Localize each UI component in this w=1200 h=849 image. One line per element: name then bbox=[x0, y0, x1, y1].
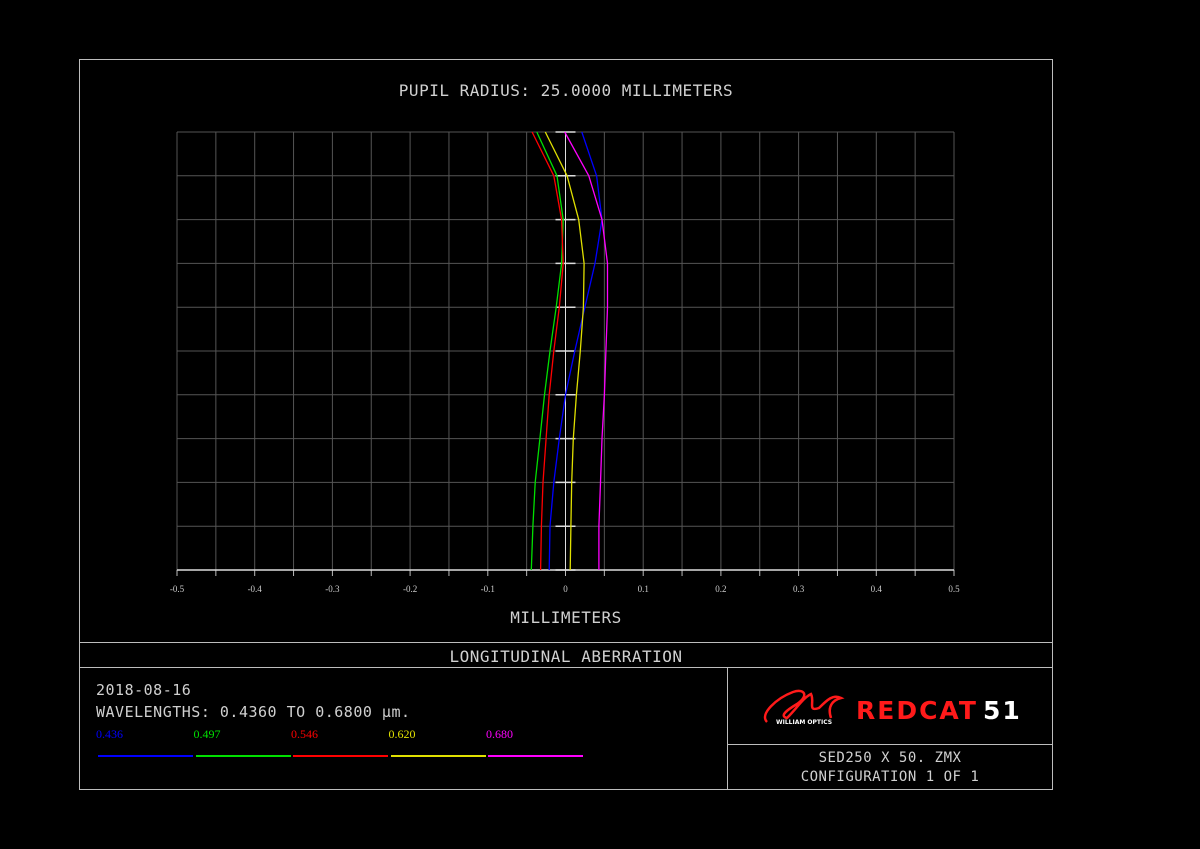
legend-label: 0.497 bbox=[193, 727, 221, 741]
legend-swatch bbox=[390, 755, 486, 757]
x-tick-label: 0.5 bbox=[948, 584, 960, 594]
plot-frame bbox=[79, 59, 1053, 790]
series-line-0.497 bbox=[530, 131, 564, 571]
legend-swatch bbox=[195, 755, 291, 757]
legend-label: 0.620 bbox=[388, 727, 416, 741]
x-tick-label: 0.4 bbox=[871, 584, 883, 594]
legend-label: 0.436 bbox=[96, 727, 123, 741]
x-tick-label: -0.1 bbox=[481, 584, 495, 594]
legend-swatch bbox=[293, 755, 388, 757]
x-tick-label: 0 bbox=[563, 584, 568, 594]
legend-swatch bbox=[488, 755, 583, 757]
divider bbox=[79, 642, 1052, 643]
brand-number: 51 bbox=[983, 696, 1022, 725]
divider bbox=[79, 667, 1052, 668]
x-tick-label: -0.5 bbox=[170, 584, 185, 594]
series-line-0.620 bbox=[544, 131, 585, 571]
series-line-0.680 bbox=[564, 131, 609, 570]
legend-swatch bbox=[98, 755, 193, 757]
x-tick-label: -0.2 bbox=[403, 584, 417, 594]
wavelengths: WAVELENGTHS: 0.4360 TO 0.6800 µm. bbox=[96, 703, 411, 721]
configuration: CONFIGURATION 1 OF 1 bbox=[800, 769, 980, 785]
chart-title: PUPIL RADIUS: 25.0000 MILLIMETERS bbox=[398, 81, 734, 100]
logo-text: WILLIAM OPTICS bbox=[776, 719, 833, 726]
series-line-0.436 bbox=[548, 131, 603, 571]
x-tick-label: -0.4 bbox=[248, 584, 263, 594]
file-name: SED250 X 50. ZMX bbox=[818, 750, 962, 766]
brand-name: REDCAT bbox=[856, 696, 978, 725]
divider bbox=[727, 744, 1052, 745]
x-tick-label: -0.3 bbox=[325, 584, 340, 594]
series-line-0.546 bbox=[531, 131, 564, 571]
x-axis-label: MILLIMETERS bbox=[510, 608, 622, 627]
x-tick-label: 0.1 bbox=[638, 584, 649, 594]
divider bbox=[727, 667, 728, 789]
legend-label: 0.546 bbox=[291, 727, 318, 741]
plot-name: LONGITUDINAL ABERRATION bbox=[449, 647, 683, 666]
x-tick-label: 0.3 bbox=[793, 584, 805, 594]
x-tick-label: 0.2 bbox=[715, 584, 726, 594]
legend-label: 0.680 bbox=[486, 727, 513, 741]
date: 2018-08-16 bbox=[96, 681, 192, 699]
william-optics-logo bbox=[763, 689, 845, 723]
